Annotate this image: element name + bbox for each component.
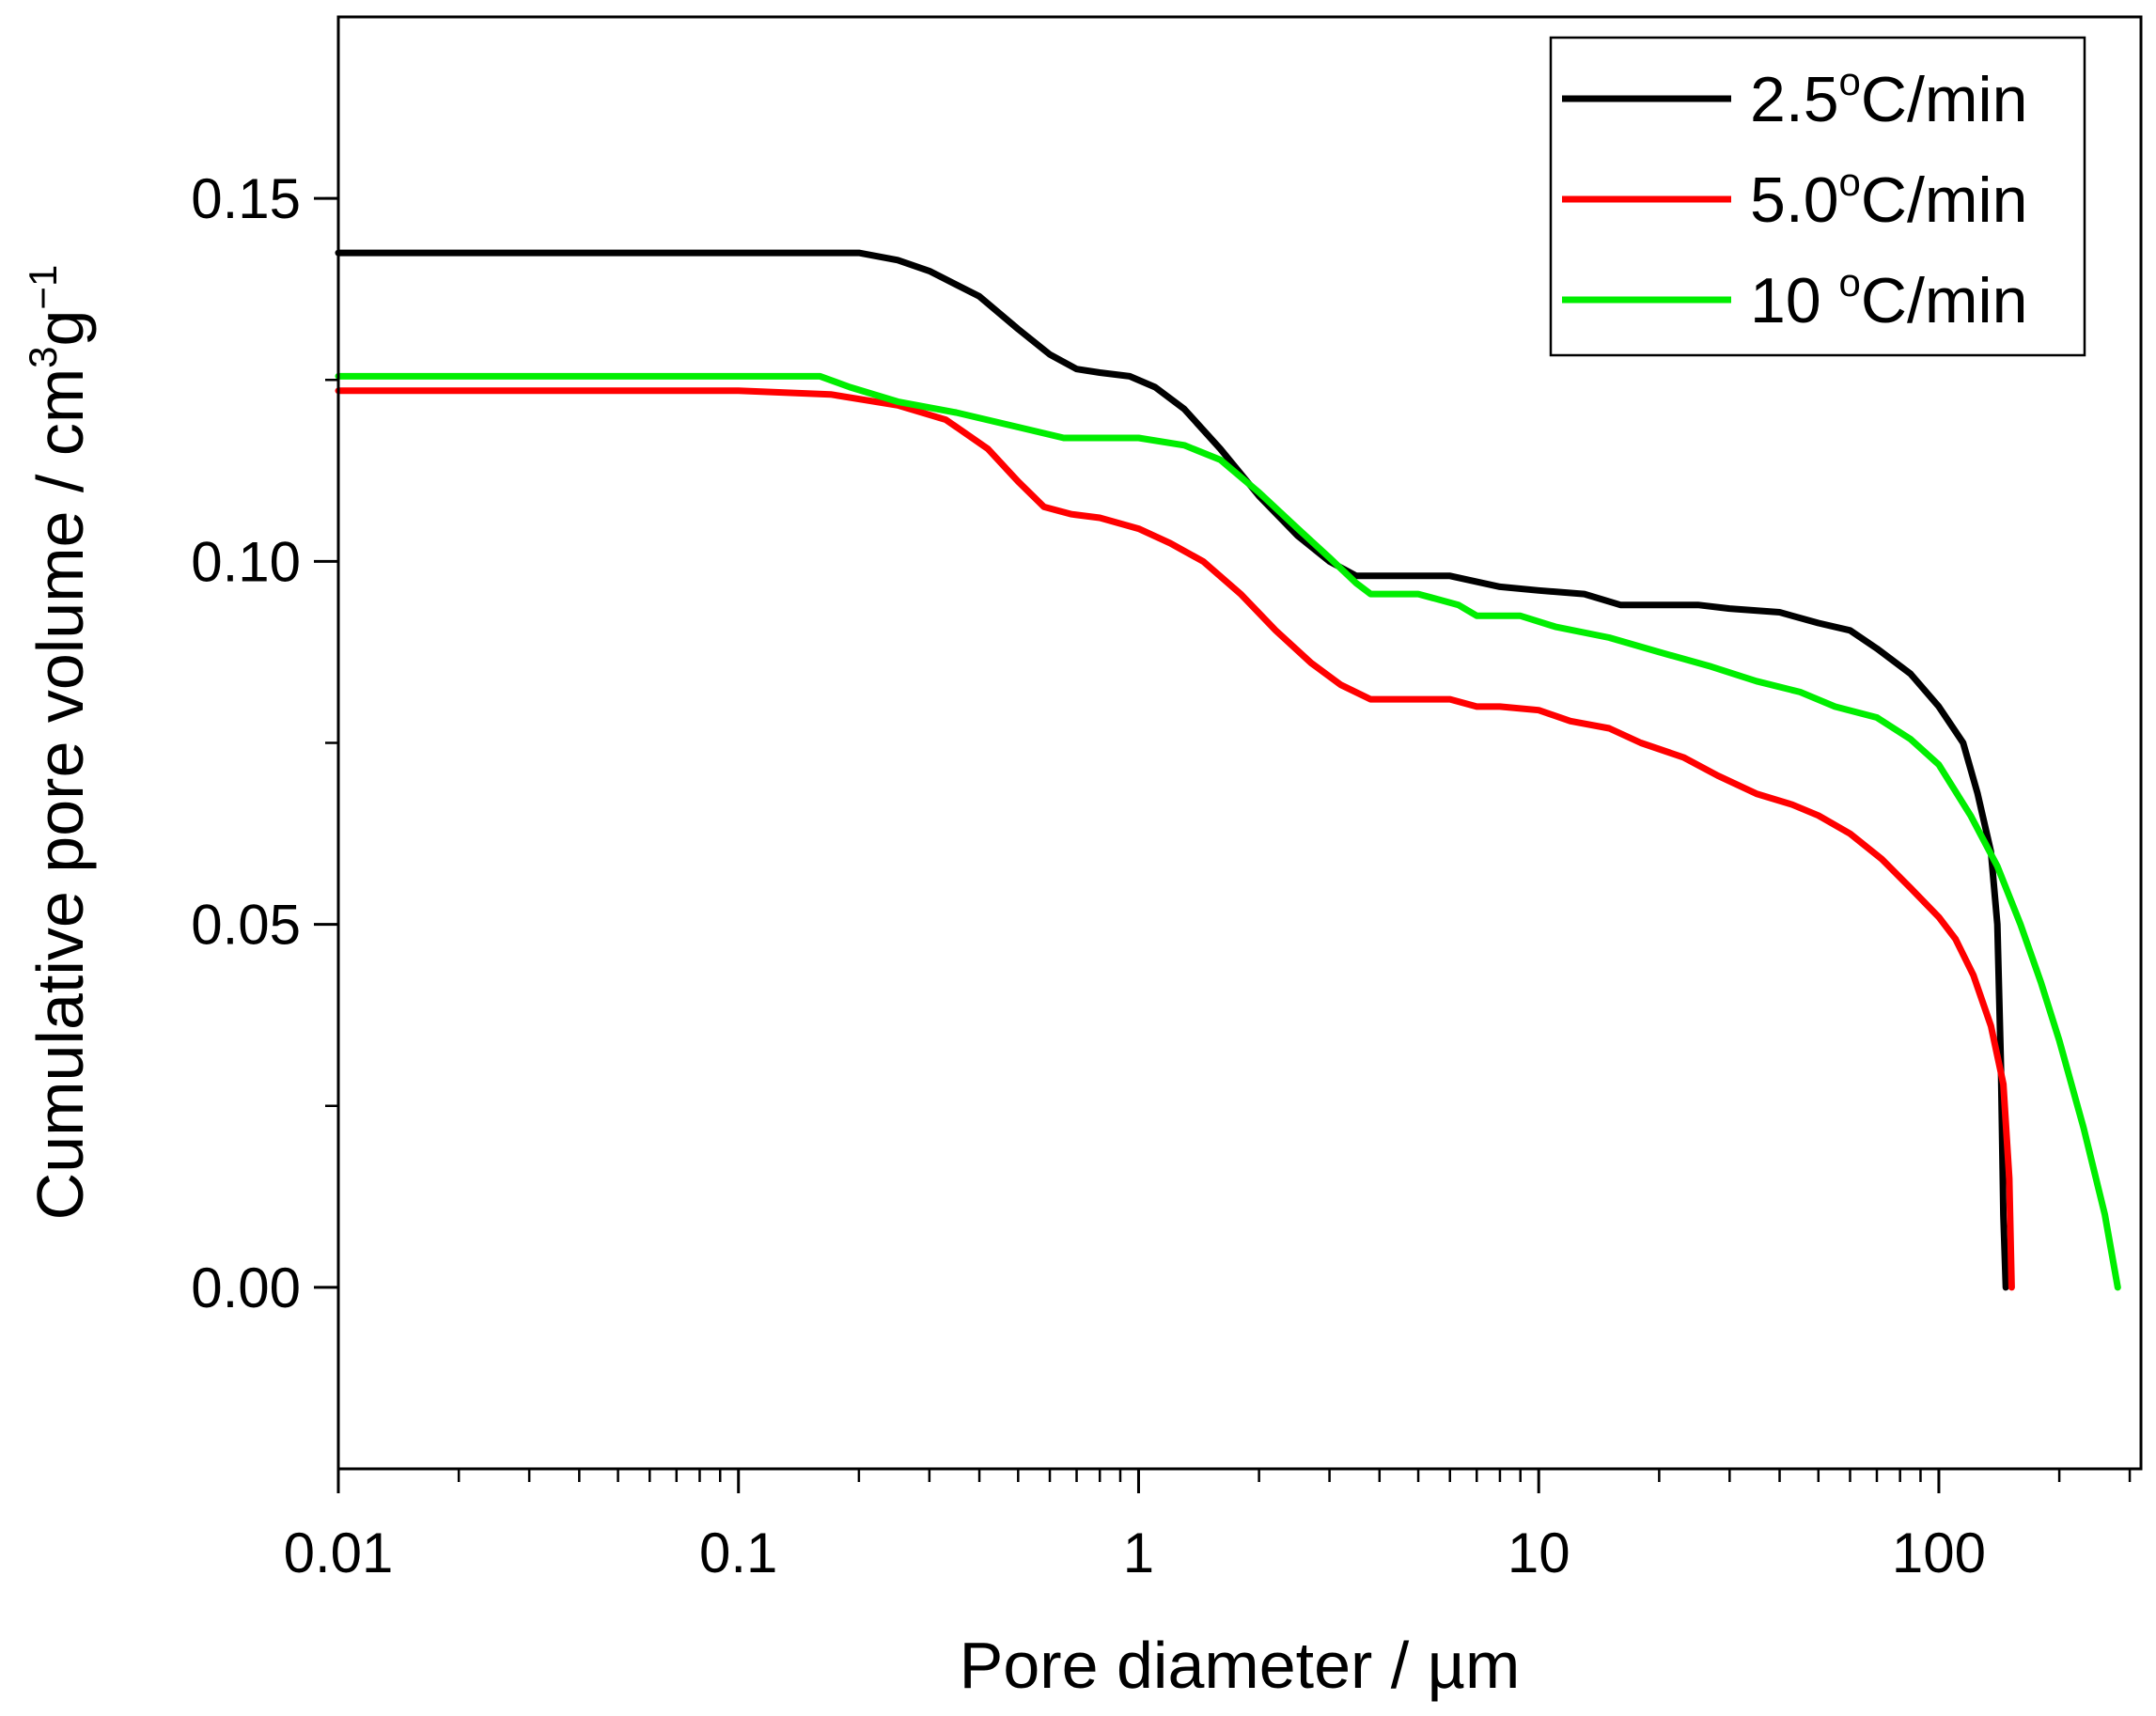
x-tick-label: 1 <box>1123 1521 1154 1584</box>
x-tick-label: 100 <box>1892 1521 1986 1584</box>
series-line-3 <box>335 372 2121 1291</box>
y-axis-title-sup2: −1 <box>21 265 65 310</box>
y-axis-title-mid: g <box>23 310 97 347</box>
series-line-2 <box>335 387 2015 1291</box>
legend: 2.5oC/min 5.0oC/min 10 oC/min <box>1549 36 2086 357</box>
series-line-1 <box>335 249 2009 1291</box>
series-layer <box>335 249 2121 1291</box>
x-axis-title: Pore diameter / µm <box>960 1629 1521 1702</box>
y-tick-label: 0.05 <box>191 894 301 957</box>
legend-label-1: 2.5oC/min <box>1750 59 2027 135</box>
legend-entries: 2.5oC/min 5.0oC/min 10 oC/min <box>1562 59 2027 336</box>
legend-label-3: 10 oC/min <box>1750 260 2027 336</box>
x-tick-label: 0.1 <box>699 1521 777 1584</box>
y-axis-title-sup1: 3 <box>21 347 65 368</box>
tick-label-layer: 0.01 0.1 1 10 100 0.00 0.05 0.10 0.15 <box>191 167 1986 1584</box>
y-tick-label: 0.15 <box>191 167 301 230</box>
legend-label-2: 5.0oC/min <box>1750 160 2027 236</box>
y-axis-title-base: Cumulative pore volume / cm <box>23 368 97 1220</box>
y-axis-title: Cumulative pore volume / cm3g−1 <box>21 265 97 1221</box>
y-tick-label: 0.10 <box>191 530 301 593</box>
tick-layer <box>314 196 2132 1493</box>
y-tick-label: 0.00 <box>191 1256 301 1319</box>
x-tick-label: 0.01 <box>284 1521 394 1584</box>
x-tick-label: 10 <box>1508 1521 1570 1584</box>
